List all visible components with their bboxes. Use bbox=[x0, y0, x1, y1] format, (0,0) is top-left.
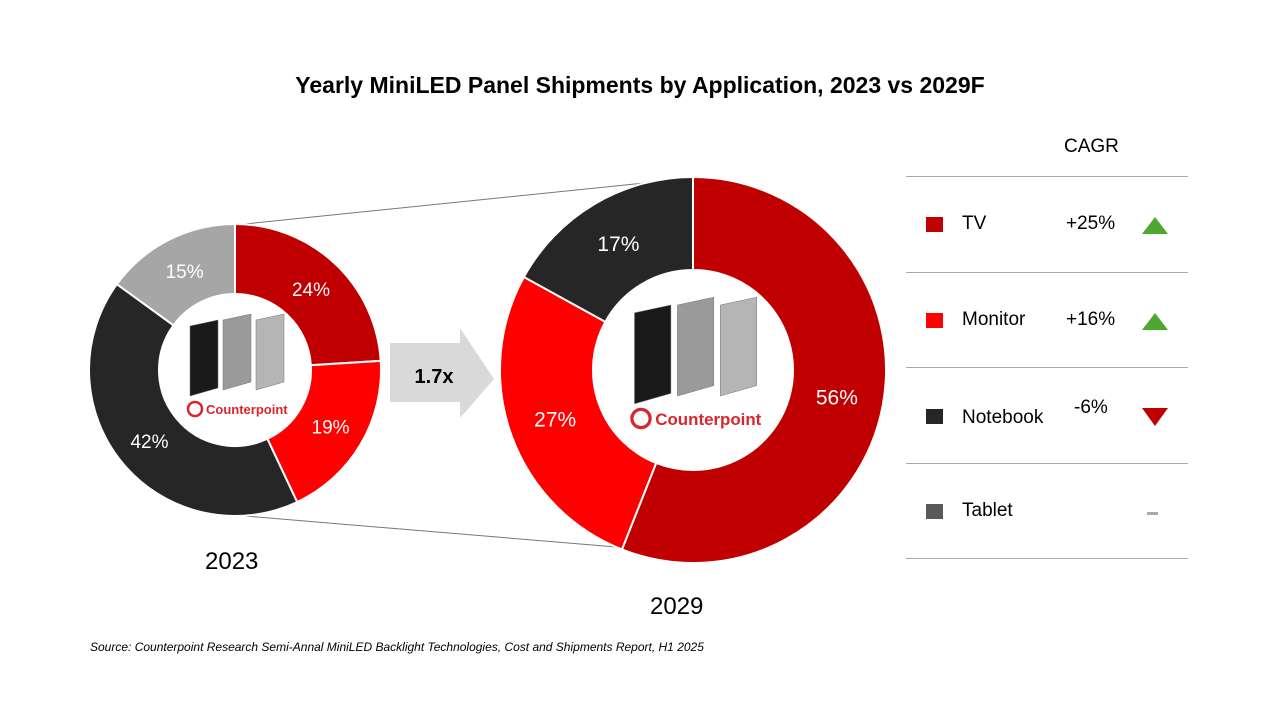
growth-label: 1.7x bbox=[415, 366, 454, 388]
legend-row-tv: TV +25% bbox=[906, 177, 1188, 272]
slice-2023-tablet bbox=[115, 222, 236, 327]
slice-2023-notebook bbox=[88, 282, 299, 517]
data-label-2023-monitor: 19% bbox=[312, 418, 350, 439]
cagr-value: +25% bbox=[1066, 213, 1116, 234]
legend-row-notebook: Notebook -6% bbox=[906, 368, 1188, 463]
legend-swatch bbox=[926, 217, 943, 232]
legend-swatch bbox=[926, 504, 943, 519]
slice-2029-monitor bbox=[499, 275, 658, 551]
legend-divider bbox=[906, 176, 1188, 177]
growth-arrow bbox=[390, 328, 494, 418]
flat-dash-icon bbox=[1147, 512, 1158, 515]
legend-divider bbox=[906, 463, 1188, 464]
legend-divider bbox=[906, 367, 1188, 368]
cagr-value: +16% bbox=[1066, 309, 1116, 330]
legend-row-monitor: Monitor +16% bbox=[906, 273, 1188, 368]
chart-title: Yearly MiniLED Panel Shipments by Applic… bbox=[295, 72, 985, 98]
connector-line-top bbox=[234, 177, 694, 226]
data-label-2029-monitor: 27% bbox=[534, 409, 576, 432]
counterpoint-logo: Counterpoint bbox=[655, 410, 761, 429]
data-label-2029-tv: 56% bbox=[816, 386, 858, 409]
panel-layer-icon bbox=[720, 296, 757, 397]
slice-2023-monitor bbox=[266, 359, 382, 504]
legend-divider bbox=[906, 558, 1188, 559]
legend-swatch bbox=[926, 313, 943, 328]
year-label-2029: 2029 bbox=[650, 593, 704, 620]
panel-layer-icon bbox=[222, 313, 252, 391]
data-label-2023-tv: 24% bbox=[292, 280, 330, 301]
year-label-2023: 2023 bbox=[205, 548, 259, 575]
legend-label: Tablet bbox=[962, 500, 1013, 521]
data-label-2023-tablet: 15% bbox=[166, 262, 204, 283]
panel-layer-icon bbox=[677, 296, 715, 397]
legend-label: TV bbox=[962, 213, 987, 234]
legend-label: Monitor bbox=[962, 309, 1026, 330]
counterpoint-logo: Counterpoint bbox=[206, 402, 288, 417]
panel-layer-icon bbox=[189, 319, 219, 397]
data-label-2029-notebook: 17% bbox=[597, 233, 639, 256]
data-label-2023-notebook: 42% bbox=[130, 432, 168, 453]
source-note: Source: Counterpoint Research Semi-Annal… bbox=[90, 640, 704, 654]
counterpoint-logo-icon bbox=[630, 407, 652, 430]
connector-line-bottom bbox=[232, 514, 641, 550]
up-triangle-icon bbox=[1142, 313, 1168, 330]
up-triangle-icon bbox=[1142, 217, 1168, 234]
cagr-header: CAGR bbox=[1064, 136, 1119, 157]
cagr-value: -6% bbox=[1074, 397, 1108, 418]
slice-2029-tv bbox=[620, 175, 887, 564]
slice-2029-notebook bbox=[522, 175, 694, 324]
panel-layer-icon bbox=[634, 304, 672, 405]
legend-swatch bbox=[926, 409, 943, 424]
legend-divider bbox=[906, 272, 1188, 273]
slice-2023-tv bbox=[234, 222, 382, 367]
legend-row-tablet: Tablet bbox=[906, 464, 1188, 559]
down-triangle-icon bbox=[1142, 408, 1168, 426]
counterpoint-logo-icon bbox=[186, 400, 204, 418]
panel-layer-icon bbox=[255, 313, 285, 391]
legend-label: Notebook bbox=[962, 407, 1044, 428]
